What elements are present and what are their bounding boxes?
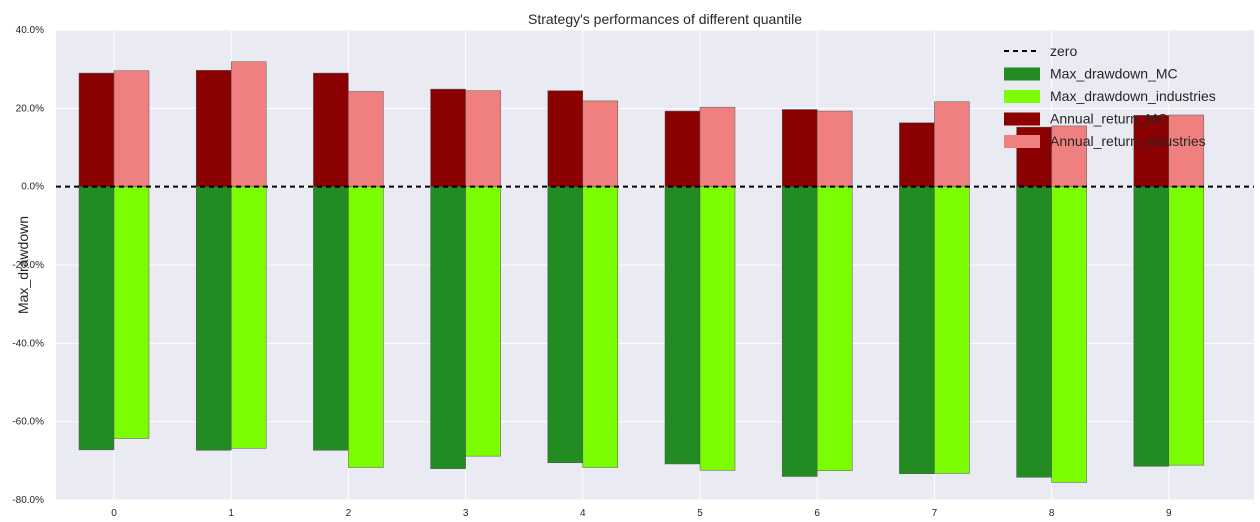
legend-swatch [1004, 135, 1040, 148]
y-tick-label: 40.0% [16, 25, 44, 36]
bar-annual-return-mc [430, 88, 466, 187]
bar-max-drawdown-mc [430, 186, 466, 469]
legend-label: Max_drawdown_industries [1050, 88, 1216, 104]
legend-label: Annual_return_MC [1050, 111, 1168, 127]
y-tick-label: 20.0% [16, 103, 44, 114]
bar-annual-return-industries [230, 61, 267, 187]
bar-max-drawdown-industries [230, 186, 267, 449]
bar-annual-return-industries [465, 90, 501, 187]
bar-max-drawdown-industries [699, 186, 736, 471]
bar-annual-return-industries [348, 91, 384, 187]
y-tick-label: -40.0% [12, 338, 44, 349]
bar-max-drawdown-mc [899, 186, 935, 475]
x-tick-label: 3 [463, 508, 469, 519]
chart-title: Strategy's performances of different qua… [528, 11, 802, 27]
bar-max-drawdown-mc [78, 186, 115, 451]
bar-annual-return-industries [934, 101, 970, 187]
x-tick-label: 9 [1166, 508, 1172, 519]
x-tick-label: 5 [697, 508, 703, 519]
bar-max-drawdown-industries [582, 186, 619, 468]
bar-annual-return-mc [1133, 115, 1170, 187]
bar-annual-return-industries [699, 106, 736, 187]
legend: zero Max_drawdown_MC Max_drawdown_industri… [1004, 43, 1216, 149]
x-tick-label: 8 [1049, 508, 1055, 519]
bar-max-drawdown-industries [934, 186, 970, 474]
x-tick-label: 2 [346, 508, 352, 519]
legend-label: Annual_return_industries [1050, 133, 1206, 149]
x-tick-label: 6 [814, 508, 820, 519]
legend-swatch [1004, 112, 1040, 126]
y-tick-label: 0.0% [21, 182, 44, 193]
y-tick-label: -20.0% [12, 260, 44, 271]
x-axis-ticks: 0 1 2 3 4 5 6 7 8 9 [111, 508, 1172, 519]
bar-annual-return-mc [547, 90, 584, 187]
bar-max-drawdown-mc [547, 186, 584, 464]
legend-swatch [1004, 90, 1040, 103]
bar-annual-return-mc [78, 72, 115, 187]
bar-annual-return-mc [313, 72, 349, 187]
bar-max-drawdown-industries [1051, 186, 1087, 483]
y-axis-label: Max_drawdown [15, 216, 31, 314]
bar-annual-return-industries [582, 100, 619, 187]
bar-max-drawdown-industries [1168, 186, 1205, 466]
x-tick-label: 1 [228, 508, 234, 519]
legend-label-zero: zero [1050, 43, 1077, 59]
x-tick-label: 7 [932, 508, 938, 519]
bar-max-drawdown-industries [113, 186, 150, 439]
bar-max-drawdown-mc [781, 186, 818, 477]
bar-max-drawdown-mc [195, 186, 232, 451]
y-tick-label: -60.0% [12, 417, 44, 428]
legend-swatch [1004, 67, 1040, 81]
bar-max-drawdown-industries [465, 186, 501, 457]
bar-annual-return-industries [816, 110, 853, 187]
bars [78, 61, 1205, 483]
bar-max-drawdown-industries [348, 186, 384, 468]
bar-annual-return-mc [195, 70, 232, 187]
x-tick-label: 4 [580, 508, 586, 519]
bar-annual-return-industries [1168, 114, 1205, 187]
bar-annual-return-industries [113, 70, 150, 187]
legend-label: Max_drawdown_MC [1050, 66, 1178, 82]
bar-max-drawdown-mc [664, 186, 701, 465]
bar-max-drawdown-industries [816, 186, 853, 471]
y-tick-label: -80.0% [12, 495, 44, 506]
bar-max-drawdown-mc [313, 186, 349, 451]
bar-annual-return-mc [664, 110, 701, 187]
x-tick-label: 0 [111, 508, 117, 519]
bar-max-drawdown-mc [1133, 186, 1170, 467]
bar-max-drawdown-mc [1016, 186, 1052, 478]
y-axis-ticks: 40.0% 20.0% 0.0% -20.0% -40.0% -60.0% -80.0% [12, 25, 44, 506]
bar-annual-return-mc [781, 109, 818, 187]
bar-annual-return-industries [1051, 125, 1087, 187]
bar-annual-return-mc [899, 122, 935, 187]
